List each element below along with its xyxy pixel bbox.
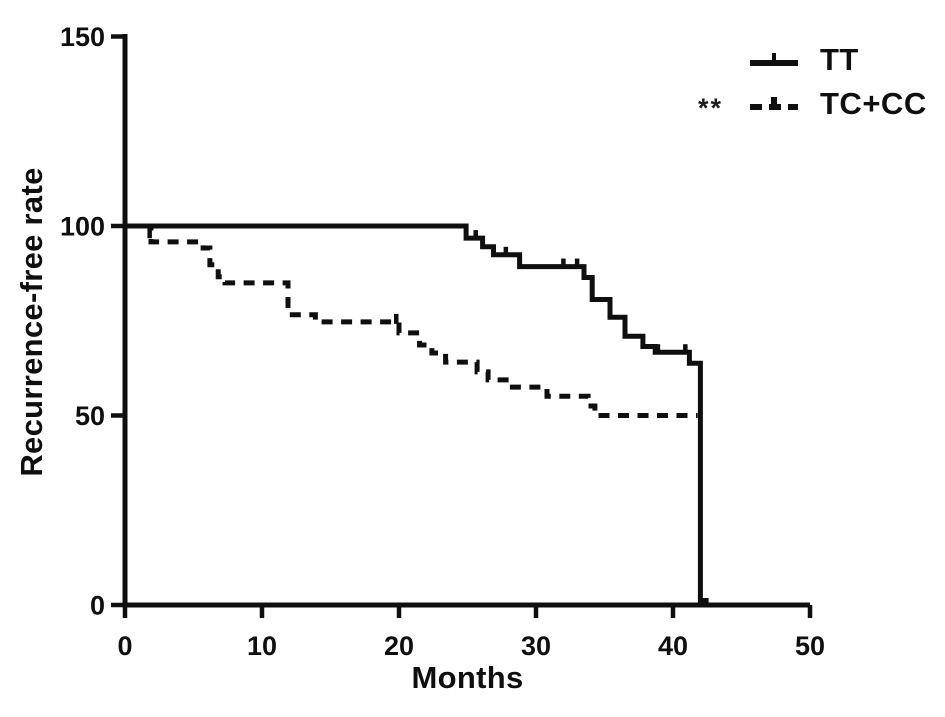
series-tc-cc-curve bbox=[125, 223, 698, 418]
x-tick-label: 10 bbox=[247, 631, 277, 661]
tc-cc-dashed-line-symbol bbox=[750, 97, 798, 110]
x-tick-label: 20 bbox=[384, 631, 414, 661]
y-tick-label: 0 bbox=[90, 591, 105, 621]
tt-solid-line-symbol bbox=[750, 53, 798, 66]
legend-item-tt: TT bbox=[698, 38, 927, 82]
y-axis-title: Recurrence-free rate bbox=[14, 167, 49, 477]
x-axis-title: Months bbox=[411, 660, 524, 695]
legend: TT ** TC+CC bbox=[698, 38, 927, 126]
x-tick-label: 0 bbox=[117, 631, 132, 661]
x-tick-label: 30 bbox=[521, 631, 551, 661]
y-tick-label: 150 bbox=[60, 22, 105, 52]
significance-stars: ** bbox=[698, 92, 724, 123]
x-tick-label: 40 bbox=[658, 631, 688, 661]
x-tick-label: 50 bbox=[795, 631, 825, 661]
legend-label-tt: TT bbox=[820, 42, 859, 77]
legend-item-tc-cc: ** TC+CC bbox=[698, 82, 927, 126]
y-tick-label: 50 bbox=[75, 401, 105, 431]
legend-sig-spacer bbox=[698, 56, 748, 64]
legend-label-tc-cc: TC+CC bbox=[820, 86, 927, 121]
y-tick-label: 100 bbox=[60, 212, 105, 242]
